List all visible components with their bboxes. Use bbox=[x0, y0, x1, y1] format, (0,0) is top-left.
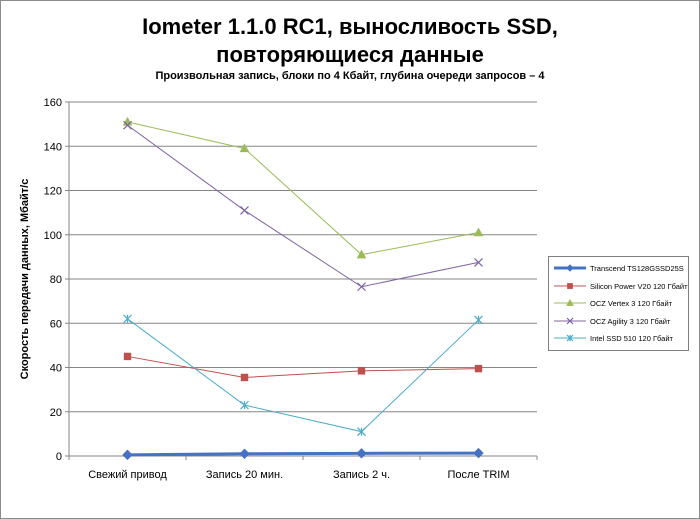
data-point bbox=[356, 448, 367, 459]
series-4 bbox=[123, 314, 483, 437]
legend-label: Intel SSD 510 120 Гбайт bbox=[590, 334, 673, 343]
legend-marker bbox=[566, 264, 574, 272]
chart-subtitle: Произвольная запись, блоки по 4 Кбайт, г… bbox=[155, 70, 545, 82]
data-point bbox=[239, 448, 250, 459]
series-line bbox=[127, 451, 479, 457]
x-tick-label: После TRIM bbox=[448, 469, 510, 481]
x-tick-label: Запись 2 ч. bbox=[333, 469, 390, 481]
data-point bbox=[123, 352, 132, 361]
legend-item: Intel SSD 510 120 Гбайт bbox=[549, 332, 688, 346]
data-point bbox=[474, 364, 483, 373]
legend-marker bbox=[566, 317, 574, 324]
data-point bbox=[357, 282, 366, 292]
series-line bbox=[127, 355, 479, 378]
x-tick-label: Свежий привод bbox=[88, 469, 167, 481]
data-point bbox=[123, 120, 132, 130]
legend-label: OCZ Vertex 3 120 Гбайт bbox=[590, 299, 673, 308]
series-3 bbox=[123, 120, 483, 292]
series-line bbox=[127, 124, 479, 288]
legend-label: OCZ Agility 3 120 Гбайт bbox=[590, 316, 671, 326]
series-2 bbox=[122, 116, 484, 259]
legend-swatch bbox=[554, 282, 586, 289]
legend-marker bbox=[567, 282, 573, 289]
series-1 bbox=[123, 352, 483, 382]
chart-title-line2: повторяющиеся данные bbox=[216, 42, 484, 67]
y-tick-label: 20 bbox=[50, 407, 62, 419]
y-tick-label: 140 bbox=[44, 141, 62, 153]
series-line bbox=[127, 121, 479, 256]
data-point bbox=[357, 427, 366, 437]
legend-label: Silicon Power V20 120 Гбайт bbox=[590, 281, 688, 291]
data-point bbox=[473, 447, 484, 459]
y-tick-label: 60 bbox=[50, 318, 62, 330]
y-axis-label: Скорость передачи данных, Мбайт/с bbox=[19, 179, 31, 380]
chart-title-line1: Iometer 1.1.0 RC1, выносливость SSD, bbox=[142, 14, 558, 39]
data-point bbox=[240, 400, 249, 410]
legend-label: Transcend TS128GSSD25S bbox=[590, 264, 684, 273]
y-tick-label: 160 bbox=[44, 97, 62, 109]
legend-swatch bbox=[554, 264, 586, 272]
data-point bbox=[240, 205, 249, 215]
data-point bbox=[239, 143, 250, 153]
data-point bbox=[122, 449, 133, 461]
y-tick-label: 40 bbox=[50, 363, 62, 375]
legend-item: Silicon Power V20 120 Гбайт bbox=[549, 280, 688, 294]
data-point bbox=[474, 257, 483, 267]
legend-item: OCZ Vertex 3 120 Гбайт bbox=[549, 297, 688, 311]
legend-swatch bbox=[554, 317, 586, 324]
legend-item: Transcend TS128GSSD25S bbox=[549, 262, 688, 276]
y-tick-label: 0 bbox=[56, 451, 62, 463]
data-point bbox=[474, 315, 483, 325]
series-0 bbox=[122, 447, 484, 461]
legend: Transcend TS128GSSD25S Silicon Power V20 … bbox=[548, 256, 689, 351]
legend-marker bbox=[566, 298, 574, 306]
y-tick-label: 80 bbox=[50, 274, 62, 286]
data-point bbox=[357, 367, 366, 375]
legend-swatch bbox=[554, 334, 586, 342]
legend-marker bbox=[566, 334, 574, 342]
legend-swatch bbox=[554, 298, 586, 306]
data-point bbox=[122, 116, 133, 126]
data-point bbox=[240, 373, 249, 382]
x-tick-label: Запись 20 мин. bbox=[206, 469, 283, 481]
series-line bbox=[127, 318, 479, 433]
data-point bbox=[356, 249, 367, 259]
data-point bbox=[473, 227, 484, 237]
y-tick-label: 100 bbox=[44, 230, 62, 242]
data-point bbox=[123, 314, 132, 324]
legend-item: OCZ Agility 3 120 Гбайт bbox=[549, 315, 688, 329]
y-tick-label: 120 bbox=[44, 186, 62, 198]
